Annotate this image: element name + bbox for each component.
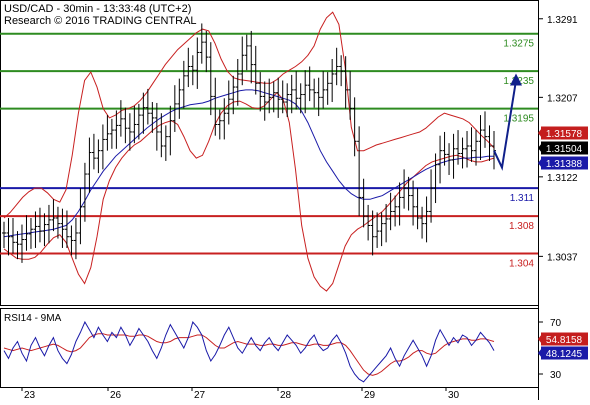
x-tick-label-2: 27 [194, 390, 206, 400]
rsi-badge-1-label: 48.1245 [546, 349, 583, 360]
rsi-badge-1: 48.1245 [538, 346, 588, 360]
price-badge-0-bg [541, 126, 588, 140]
price-badge-0-pointer [538, 128, 542, 138]
rsi-tick-label-1: 30 [550, 370, 562, 381]
moving-average-line [3, 89, 494, 238]
x-tick-label-1: 26 [110, 390, 122, 400]
badge-layer: 1.31578 1.31504 1.31388 54.8158 48.1245 [538, 126, 588, 360]
price-badge-1: 1.31504 [538, 141, 588, 155]
level-label-2: 1.3195 [503, 114, 534, 125]
projection-arrowhead [510, 73, 522, 86]
price-badge-1-pointer [538, 143, 542, 153]
price-badge-1-bg [541, 141, 588, 155]
x-tick-label-4: 29 [364, 390, 376, 400]
x-tick-label-3: 28 [280, 390, 292, 400]
rsi-ma-line [3, 333, 495, 376]
projection-layer [493, 73, 522, 171]
price-badge-2-label: 1.31388 [546, 159, 583, 170]
price-badge-0-label: 1.31578 [546, 129, 583, 140]
rsi-line [3, 320, 495, 383]
rsi-badge-0-label: 54.8158 [546, 335, 583, 346]
price-badge-2-pointer [538, 158, 542, 168]
price-badge-2-bg [541, 156, 588, 170]
rsi-panel-label: RSI14 - 9MA [4, 313, 62, 324]
price-tick-label-0: 1.3291 [547, 15, 578, 26]
price-tick-label-1: 1.3207 [547, 93, 578, 104]
level-label-0: 1.3275 [503, 39, 534, 50]
x-tick-label-5: 30 [448, 390, 460, 400]
rsi-badge-1-pointer [538, 348, 542, 358]
x-tick-label-0: 23 [24, 390, 36, 400]
rsi-badge-0-pointer [538, 334, 542, 344]
rsi-panel-frame [0, 308, 539, 388]
axis-layer: 1.3291 1.3207 1.3122 1.3037 23 26 27 28 29 30 70 30 [21, 15, 578, 401]
rsi-tick-label-0: 70 [550, 318, 562, 329]
level-label-5: 1.304 [509, 259, 534, 270]
rsi-badge-0: 54.8158 [538, 332, 588, 346]
price-tick-label-3: 1.3037 [547, 252, 578, 263]
rsi-layer [3, 320, 495, 383]
bands-layer [3, 11, 495, 292]
price-badge-1-label: 1.31504 [546, 144, 583, 155]
price-bars-layer [2, 23, 496, 263]
level-label-4: 1.308 [509, 221, 534, 232]
chart-header-line1: USD/CAD - 30min - 13:33:48 (UTC+2) [4, 3, 191, 15]
price-tick-label-2: 1.3122 [547, 173, 578, 184]
upper-band-line [3, 11, 495, 219]
price-badge-2: 1.31388 [538, 156, 588, 170]
price-badge-0: 1.31578 [538, 126, 588, 140]
chart-header-line2: Research © 2016 TRADING CENTRAL [4, 15, 197, 27]
projection-path [493, 80, 517, 171]
rsi-badge-0-bg [541, 332, 588, 346]
rsi-badge-1-bg [541, 346, 588, 360]
level-label-3: 1.311 [510, 193, 535, 204]
